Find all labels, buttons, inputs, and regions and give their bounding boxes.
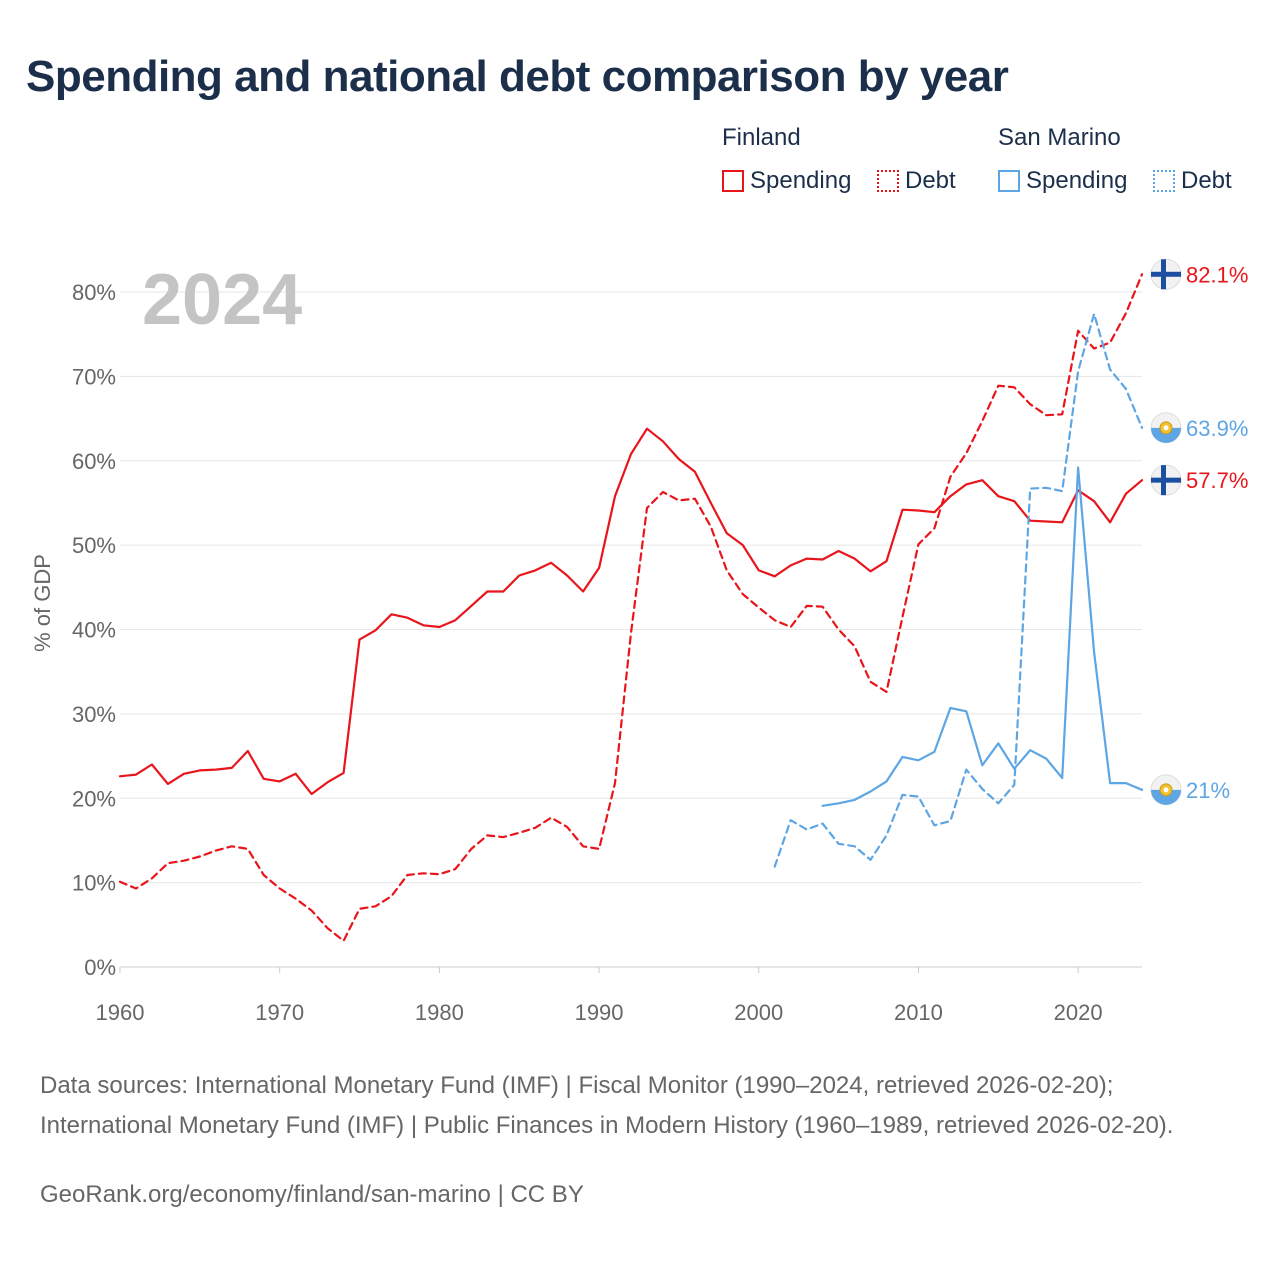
end-value-label: 82.1%: [1186, 262, 1248, 287]
legend-swatch-solid: [722, 170, 744, 192]
y-tick-label: 60%: [72, 449, 116, 474]
x-tick-label: 1970: [255, 1000, 304, 1025]
legend-label: Spending: [1026, 167, 1128, 194]
san-marino-flag-icon: [1150, 412, 1182, 444]
y-tick-label: 80%: [72, 280, 116, 305]
san-marino-flag-icon: [1150, 774, 1182, 806]
y-tick-label: 0%: [84, 955, 116, 980]
series-line-finland-spending[interactable]: [118, 427, 1144, 796]
x-tick-label: 1980: [415, 1000, 464, 1025]
legend-swatch-dotted: [877, 170, 899, 192]
x-axis-ticks: 1960 1970 1980 1990 2000 2010 2020: [96, 967, 1103, 1025]
legend-label: Debt: [905, 167, 956, 194]
end-value-label: 57.7%: [1186, 468, 1248, 493]
finland-flag-icon: [1150, 464, 1182, 496]
legend-label: Debt: [1181, 167, 1232, 194]
series-line-san-marino-debt[interactable]: [773, 312, 1144, 868]
legend-item-san-marino-debt[interactable]: Debt: [1153, 166, 1232, 196]
legend-country-finland: Finland: [722, 124, 801, 151]
legend-swatch-dotted: [1153, 170, 1175, 192]
series-lines: [118, 273, 1144, 942]
legend-item-finland-debt[interactable]: Debt: [877, 166, 956, 196]
end-labels: 57.7% 82.1% 21% 63.9%: [1150, 258, 1248, 806]
gridlines: [120, 291, 1142, 968]
x-tick-label: 2000: [734, 1000, 783, 1025]
legend-item-finland-spending[interactable]: Spending: [722, 166, 851, 196]
series-line-san-marino-spending[interactable]: [821, 466, 1144, 807]
x-tick-label: 2020: [1054, 1000, 1103, 1025]
y-tick-label: 10%: [72, 871, 116, 896]
end-value-label: 63.9%: [1186, 416, 1248, 441]
year-watermark: 2024: [142, 260, 302, 340]
y-tick-label: 40%: [72, 618, 116, 643]
series-line-finland-debt[interactable]: [118, 273, 1144, 942]
y-tick-label: 30%: [72, 702, 116, 727]
y-axis-label: % of GDP: [30, 554, 55, 652]
chart-title: Spending and national debt comparison by…: [26, 52, 1009, 101]
legend-label: Spending: [750, 167, 852, 194]
line-chart: 2024 0% 10% 20% 30% 40% 50% 60% 70% 80% 1960 1970…: [30, 258, 1248, 1025]
data-sources: Data sources: International Monetary Fun…: [40, 1072, 1174, 1139]
legend-swatch-solid: [998, 170, 1020, 192]
x-tick-label: 1990: [575, 1000, 624, 1025]
legend-country-san-marino: San Marino: [998, 124, 1121, 151]
y-axis-ticks: 0% 10% 20% 30% 40% 50% 60% 70% 80%: [72, 280, 116, 980]
legend-item-san-marino-spending[interactable]: Spending: [998, 166, 1127, 196]
credit-link[interactable]: GeoRank.org/economy/finland/san-marino |…: [40, 1181, 584, 1208]
y-tick-label: 50%: [72, 533, 116, 558]
x-tick-label: 1960: [96, 1000, 145, 1025]
y-tick-label: 70%: [72, 364, 116, 389]
y-tick-label: 20%: [72, 786, 116, 811]
x-tick-label: 2010: [894, 1000, 943, 1025]
end-value-label: 21%: [1186, 778, 1230, 803]
finland-flag-icon: [1150, 258, 1182, 290]
